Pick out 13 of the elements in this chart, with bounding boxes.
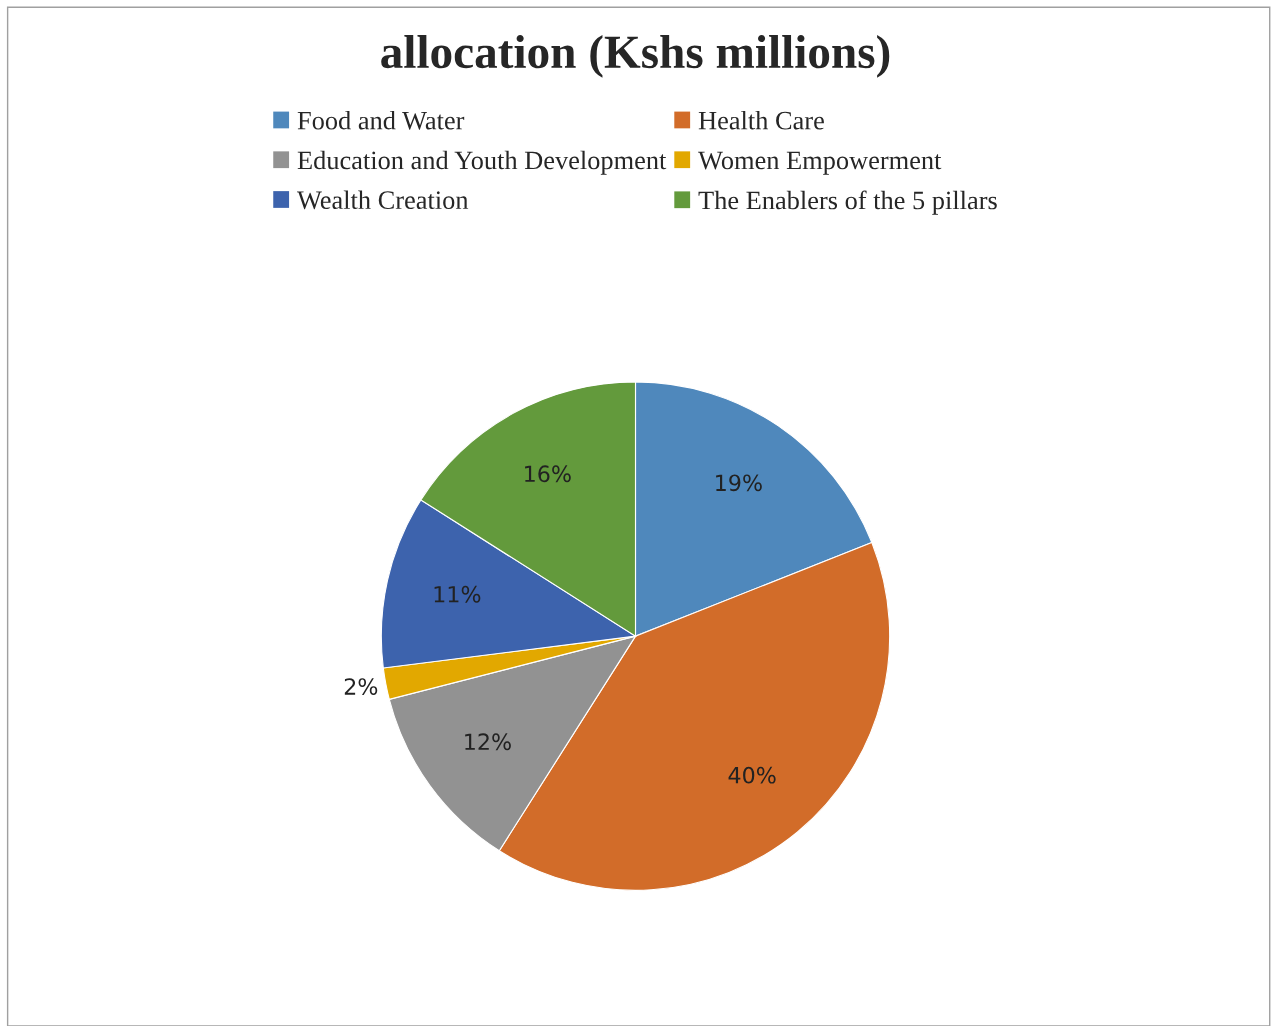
data-label: 12% (465, 733, 511, 751)
chart-title: allocation (Kshs millions) (381, 35, 890, 78)
data-label: 11% (434, 585, 481, 603)
data-label: 19% (716, 474, 762, 492)
legend-label: Wealth Creation (297, 190, 469, 210)
legend-label: Women Empowerment (698, 151, 942, 175)
legend-label: Health Care (698, 110, 824, 130)
legend-label: Food and Water (297, 110, 465, 130)
legend-label: The Enablers of the 5 pillars (698, 190, 997, 215)
data-label: 2% (344, 678, 378, 695)
legend-label: Education and Youth Development (297, 150, 667, 175)
data-label: 16% (525, 465, 571, 483)
data-label: 40% (728, 766, 776, 784)
